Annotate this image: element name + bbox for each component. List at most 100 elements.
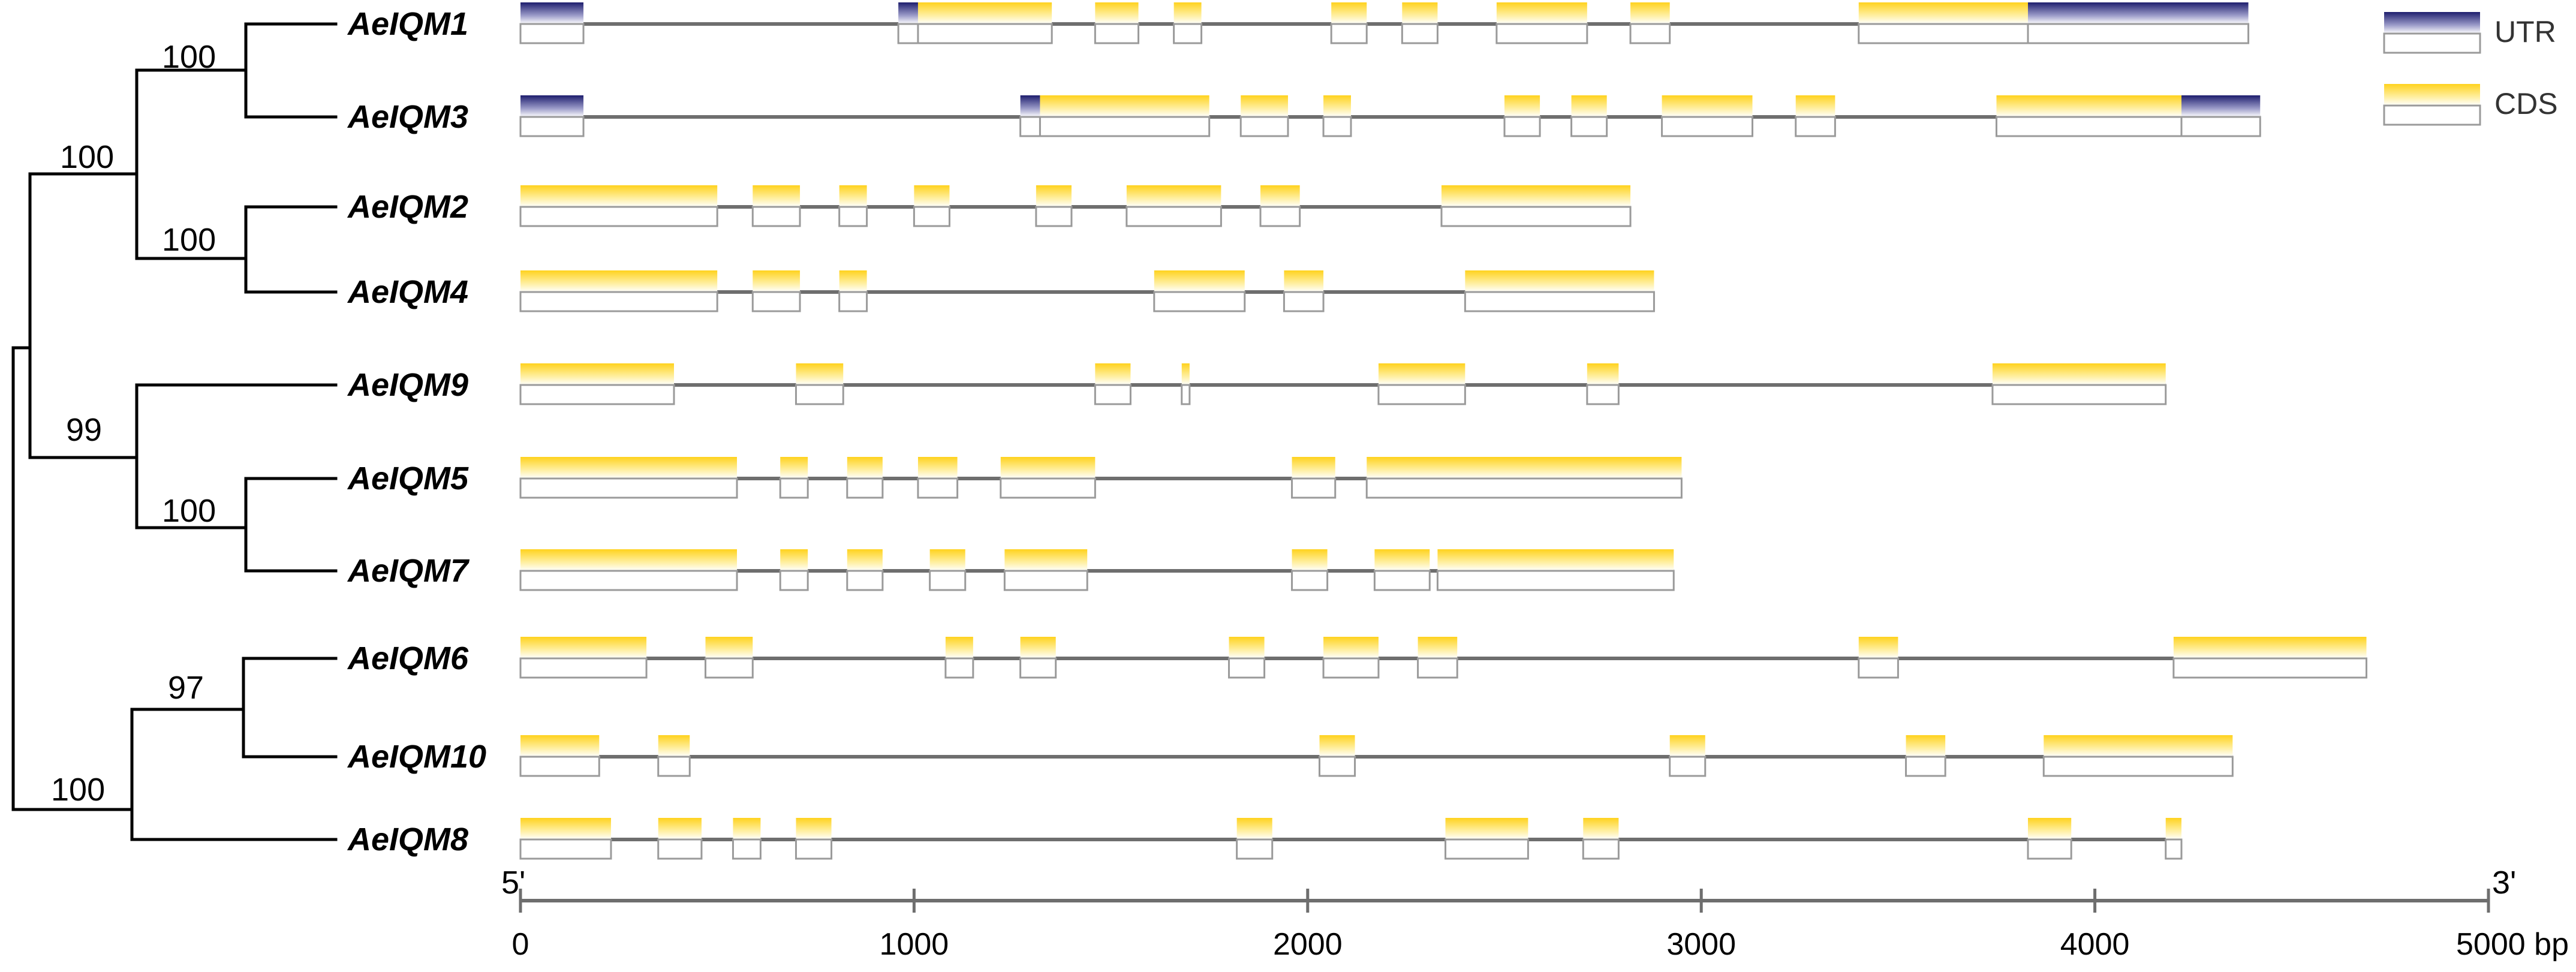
cds-block <box>1292 457 1335 479</box>
cds-block-base <box>2027 838 2072 860</box>
cds-block <box>1669 735 1705 757</box>
gene-track <box>519 363 2167 405</box>
cds-block-base <box>1259 206 1301 227</box>
cds-block-base <box>1991 384 2167 405</box>
cds-block <box>1004 549 1088 571</box>
cds-block-base <box>1440 206 1632 227</box>
axis-tick-label: 1000 <box>880 927 949 962</box>
gene-track <box>519 457 1683 499</box>
tree-branch <box>242 657 338 759</box>
cds-block-base <box>751 206 801 227</box>
cds-block-base <box>1291 477 1337 499</box>
cds-block <box>1319 735 1355 757</box>
cds-block-base <box>1586 384 1620 405</box>
cds-block <box>1795 95 1835 117</box>
cds-block-base <box>1858 657 1899 679</box>
cds-block-base <box>1094 23 1140 44</box>
cds-block <box>1323 637 1379 658</box>
cds-block-base <box>2172 657 2368 679</box>
cds-block-base <box>1582 838 1620 860</box>
utr-block <box>2181 95 2261 117</box>
cds-block-base <box>519 206 718 227</box>
cds-block-base <box>1000 477 1096 499</box>
bootstrap-value: 100 <box>60 139 114 175</box>
cds-block-base <box>519 657 648 679</box>
cds-block-base <box>1283 291 1325 312</box>
cds-block-base <box>1039 116 1211 137</box>
gene-label: AeIQM6 <box>347 640 469 676</box>
cds-block-base <box>795 384 844 405</box>
cds-block-base <box>838 291 868 312</box>
cds-block <box>520 637 647 658</box>
gene-label: AeIQM7 <box>347 553 470 589</box>
cds-block-base <box>1495 23 1588 44</box>
cds-block <box>753 185 801 207</box>
cds-block-base <box>1153 291 1246 312</box>
cds-block-base <box>1236 838 1274 860</box>
cds-block-base <box>917 477 959 499</box>
cds-block-base <box>838 206 868 227</box>
cds-block-base <box>1669 756 1707 777</box>
legend-utr-swatch <box>2384 12 2480 34</box>
tree-branch <box>28 172 139 459</box>
bootstrap-value: 100 <box>51 772 105 808</box>
axis-tick-label: 5000 bp <box>2456 927 2569 962</box>
legend-cds-label: CDS <box>2494 87 2558 121</box>
utr-block-base <box>2027 23 2250 44</box>
cds-block <box>1858 2 2029 24</box>
legend-utr-label: UTR <box>2494 15 2556 49</box>
cds-block <box>1437 549 1674 571</box>
cds-block-base <box>1377 384 1466 405</box>
cds-block-base <box>1228 657 1266 679</box>
cds-block-base <box>519 384 675 405</box>
cds-block-base <box>795 838 833 860</box>
cds-block-base <box>751 291 801 312</box>
cds-block <box>1036 185 1072 207</box>
cds-block <box>1292 549 1328 571</box>
cds-block <box>520 818 611 839</box>
cds-block <box>520 270 718 292</box>
cds-block-base <box>1019 657 1057 679</box>
cds-block <box>1441 185 1631 207</box>
gene-label: AeIQM2 <box>347 189 468 225</box>
cds-block <box>1020 637 1056 658</box>
cds-block <box>945 637 973 658</box>
cds-block <box>520 457 738 479</box>
bootstrap-values: 100 100 100 99 100 97 100 <box>51 39 216 808</box>
tree-branch <box>11 346 134 811</box>
legend: UTR CDS <box>2383 12 2558 126</box>
cds-block-base <box>917 23 1053 44</box>
bootstrap-value: 100 <box>162 493 216 529</box>
cds-block-base <box>1322 657 1380 679</box>
cds-block <box>847 457 883 479</box>
scale-axis: 5' 3' 0 1000 2000 3000 4000 5000 bp <box>501 865 2569 962</box>
cds-block <box>520 185 718 207</box>
utr-block <box>520 95 584 117</box>
gene-label: AeIQM9 <box>347 367 468 403</box>
cds-block <box>1367 457 1682 479</box>
utr-block-base <box>897 23 919 44</box>
cds-block-base <box>657 756 691 777</box>
cds-block-base <box>1181 384 1191 405</box>
cds-block <box>914 185 950 207</box>
cds-block-base <box>1996 116 2183 137</box>
gene-track <box>519 270 1655 312</box>
cds-block-base <box>1318 756 1356 777</box>
cds-block <box>1992 363 2166 385</box>
cds-block <box>1181 363 1190 385</box>
gene-label: AeIQM3 <box>347 99 468 135</box>
cds-block-base <box>1365 477 1683 499</box>
cds-block <box>1241 95 1288 117</box>
cds-block <box>1154 270 1245 292</box>
cds-block-base <box>779 570 809 591</box>
utr-block-base <box>1019 116 1041 137</box>
cds-block <box>1260 185 1300 207</box>
cds-block <box>847 549 883 571</box>
gene-labels: AeIQM1 AeIQM3 AeIQM2 AeIQM4 AeIQM9 AeIQM… <box>347 6 486 857</box>
cds-block <box>2165 818 2182 839</box>
cds-block <box>520 549 738 571</box>
cds-block-base <box>519 291 718 312</box>
cds-block <box>1402 2 1438 24</box>
legend-utr-swatch-base <box>2383 32 2481 54</box>
